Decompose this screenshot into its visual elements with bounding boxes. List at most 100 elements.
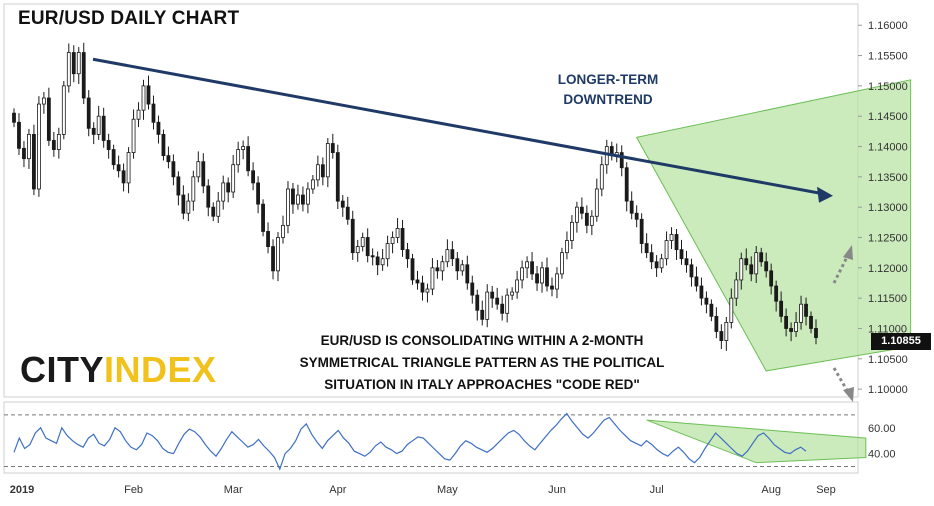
candle-body <box>724 322 729 341</box>
y-tick-label: 1.11500 <box>868 293 907 305</box>
caption-line-3: SITUATION IN ITALY APPROACHES "CODE RED" <box>324 377 640 392</box>
y-tick-label: 1.15500 <box>868 51 908 63</box>
candle-body <box>634 212 639 220</box>
candle-body <box>121 170 126 184</box>
candle-body <box>425 288 430 293</box>
candle-body <box>649 252 654 263</box>
candle-body <box>754 252 759 275</box>
candle-body <box>206 185 211 208</box>
y-tick-label: 1.13000 <box>868 202 908 214</box>
candle-body <box>176 176 181 196</box>
candle-body <box>111 149 116 166</box>
candle-body <box>579 206 584 214</box>
x-month-label: 2019 <box>10 484 34 496</box>
candle-body <box>664 240 669 260</box>
y-tick-label: 1.14000 <box>868 142 908 154</box>
y-tick-label: 1.10000 <box>868 384 908 396</box>
candle-body <box>739 258 744 281</box>
candle-body <box>545 267 549 287</box>
candle-body <box>779 300 784 317</box>
candle-body <box>809 315 813 329</box>
candle-body <box>27 133 31 160</box>
logo-part-city: CITY <box>20 349 105 390</box>
breakout-down-arrowhead <box>843 387 854 402</box>
cityindex-logo: CITYINDEX <box>20 350 217 390</box>
current-price-tag: 1.10855 <box>871 333 931 350</box>
candle-body <box>654 261 659 269</box>
candle-body <box>251 170 256 184</box>
candle-body <box>201 161 206 187</box>
x-month-label: May <box>437 484 458 496</box>
candle-body <box>32 133 36 190</box>
candle-body <box>794 322 798 332</box>
candle-body <box>530 261 534 275</box>
candle-body <box>435 267 440 272</box>
candle-body <box>246 146 251 172</box>
candle-body <box>116 164 121 172</box>
x-month-label: Mar <box>224 484 243 496</box>
candle-body <box>410 258 415 281</box>
candle-body <box>619 152 624 169</box>
candle-body <box>301 194 305 205</box>
candle-body <box>689 264 694 278</box>
chart-title: EUR/USD DAILY CHART <box>18 8 240 29</box>
oscillator-tick-label: 40.00 <box>868 449 896 461</box>
candle-body <box>674 234 679 251</box>
candle-body <box>151 103 156 123</box>
candle-body <box>415 279 420 284</box>
candle-body <box>315 164 320 181</box>
candle-body <box>460 264 465 272</box>
candle-body <box>505 294 510 314</box>
candle-body <box>335 152 340 202</box>
candle-body <box>37 103 41 190</box>
candle-body <box>261 203 265 232</box>
candle-body <box>535 273 539 284</box>
logo-part-index: INDEX <box>104 349 217 390</box>
candle-body <box>286 188 290 226</box>
candle-body <box>644 243 649 254</box>
candle-body <box>659 258 664 269</box>
candle-body <box>385 243 390 260</box>
candle-body <box>584 212 589 226</box>
candle-body <box>450 249 455 260</box>
candle-body <box>599 164 604 190</box>
candle-body <box>485 291 490 320</box>
y-tick-label: 1.15000 <box>868 81 908 93</box>
candle-body <box>81 52 86 99</box>
candle-body <box>430 267 435 290</box>
candle-body <box>51 140 56 150</box>
caption-line-1: EUR/USD IS CONSOLIDATING WITHIN A 2-MONT… <box>320 333 644 348</box>
x-month-label: Apr <box>329 484 346 496</box>
candle-body <box>744 258 749 266</box>
candle-body <box>629 200 634 214</box>
candle-body <box>550 285 554 290</box>
candle-body <box>525 261 529 269</box>
y-tick-label: 1.12500 <box>868 232 908 244</box>
candle-body <box>375 256 380 266</box>
candle-body <box>699 285 704 299</box>
candle-body <box>126 152 131 184</box>
candle-body <box>769 270 774 287</box>
candle-body <box>350 218 355 254</box>
candle-body <box>719 331 724 341</box>
candle-body <box>171 161 176 178</box>
candle-body <box>365 237 370 257</box>
candle-body <box>136 109 141 120</box>
caption-line-2: SYMMETRICAL TRIANGLE PATTERN AS THE POLI… <box>299 355 665 370</box>
candle-body <box>390 237 395 244</box>
candle-body <box>306 188 310 205</box>
candle-body <box>455 258 460 272</box>
candle-body <box>226 182 231 193</box>
candle-body <box>221 182 226 202</box>
candle-body <box>320 164 325 178</box>
candle-body <box>216 200 221 217</box>
breakout-down-arrow <box>832 367 850 393</box>
candle-body <box>325 143 330 178</box>
candle-body <box>500 303 505 314</box>
candle-body <box>594 188 599 217</box>
candle-body <box>515 279 520 293</box>
candle-body <box>266 231 270 247</box>
candle-body <box>41 97 46 105</box>
x-month-label: Aug <box>761 484 781 496</box>
candle-body <box>470 282 475 296</box>
